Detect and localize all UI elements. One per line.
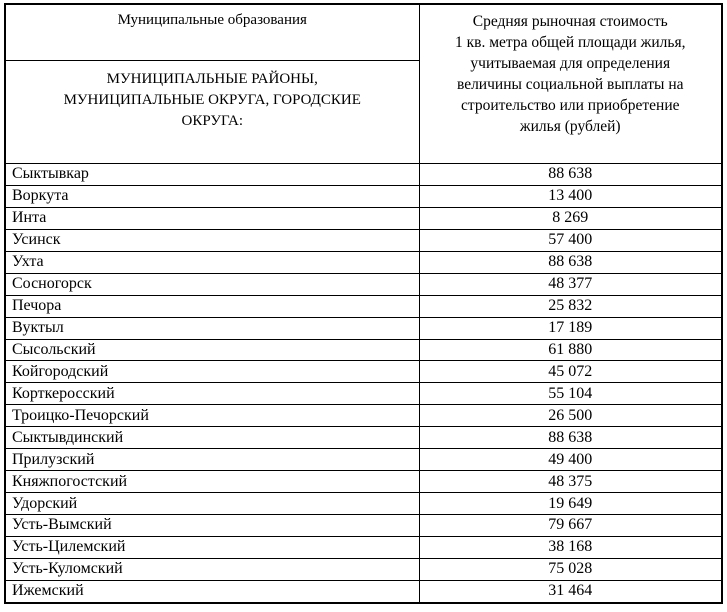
table-row: Удорский 19 649 [4,492,723,515]
table-row: Сыктывкар 88 638 [4,163,723,186]
table-row: Койгородский 45 072 [4,360,723,384]
municipality-cell: Княжпогостский [4,470,420,494]
value-cell: 26 500 [418,404,723,428]
table-row: Воркута 13 400 [4,184,723,208]
municipality-cell: Печора [4,294,420,318]
value-cell: 17 189 [418,316,723,340]
municipality-cell: Вуктыл [4,316,420,340]
value-cell: 19 649 [418,492,723,515]
table-row: Троицко-Печорский 26 500 [4,404,723,428]
column-subheader-municipal-districts: МУНИЦИПАЛЬНЫЕ РАЙОНЫ, МУНИЦИПАЛЬНЫЕ ОКРУ… [4,60,420,164]
table-row: Усинск 57 400 [4,228,723,252]
value-cell: 45 072 [418,360,723,384]
value-cell: 25 832 [418,294,723,318]
table-row: Ухта 88 638 [4,250,723,274]
value-cell: 13 400 [418,184,723,208]
municipality-cell: Инта [4,206,420,230]
table-body: Сыктывкар 88 638 Воркута 13 400 Инта 8 269 Уси… [4,163,723,604]
value-cell: 48 377 [418,272,723,296]
municipality-cell: Койгородский [4,360,420,384]
municipality-cell: Усть-Цилемский [4,535,420,559]
municipality-cell: Сосногорск [4,272,420,296]
municipality-cell: Удорский [4,492,420,515]
municipality-cell: Сыктывдинский [4,426,420,450]
value-cell: 88 638 [418,426,723,450]
value-cell: 79 667 [418,514,723,537]
value-cell: 8 269 [418,206,723,230]
column-header-average-cost: Средняя рыночная стоимость 1 кв. метра о… [418,3,723,164]
header-row-bottom: МУНИЦИПАЛЬНЫЕ РАЙОНЫ, МУНИЦИПАЛЬНЫЕ ОКРУ… [4,60,722,164]
value-cell: 75 028 [418,557,723,581]
municipality-cell: Ижемский [4,579,420,604]
value-cell: 88 638 [418,163,723,186]
table-row: Усть-Цилемский 38 168 [4,535,723,559]
table-row: Сыктывдинский 88 638 [4,426,723,450]
header-row-top: Муниципальные образования Средняя рыночн… [4,3,723,164]
table-row: Инта 8 269 [4,206,723,230]
table-row: Усть-Вымский 79 667 [4,514,723,537]
municipality-cell: Сысольский [4,338,420,362]
value-cell: 49 400 [418,448,723,472]
value-cell: 61 880 [418,338,723,362]
table-row: Прилузский 49 400 [4,448,723,472]
value-cell: 57 400 [418,228,723,252]
table-row: Печора 25 832 [4,294,723,318]
table-row: Усть-Куломский 75 028 [4,557,723,581]
table-row: Корткеросский 55 104 [4,382,723,406]
value-cell: 55 104 [418,382,723,406]
municipality-cell: Сыктывкар [4,163,420,186]
municipality-cell: Троицко-Печорский [4,404,420,428]
municipality-cell: Усинск [4,228,420,252]
municipality-cell: Корткеросский [4,382,420,406]
table-row: Сысольский 61 880 [4,338,723,362]
municipality-cell: Ухта [4,250,420,274]
column-header-municipalities: Муниципальные образования [4,3,420,61]
municipality-cell: Усть-Вымский [4,514,420,537]
value-cell: 88 638 [418,250,723,274]
table-row: Ижемский 31 464 [4,579,723,604]
municipality-cell: Воркута [4,184,420,208]
table-header: Муниципальные образования Средняя рыночн… [4,3,723,164]
municipality-cell: Прилузский [4,448,420,472]
table-row: Сосногорск 48 377 [4,272,723,296]
table-row: Княжпогостский 48 375 [4,470,723,494]
value-cell: 31 464 [418,579,723,604]
value-cell: 48 375 [418,470,723,494]
municipality-cell: Усть-Куломский [4,557,420,581]
housing-cost-table: Муниципальные образования Средняя рыночн… [4,3,723,604]
value-cell: 38 168 [418,535,723,559]
table-row: Вуктыл 17 189 [4,316,723,340]
